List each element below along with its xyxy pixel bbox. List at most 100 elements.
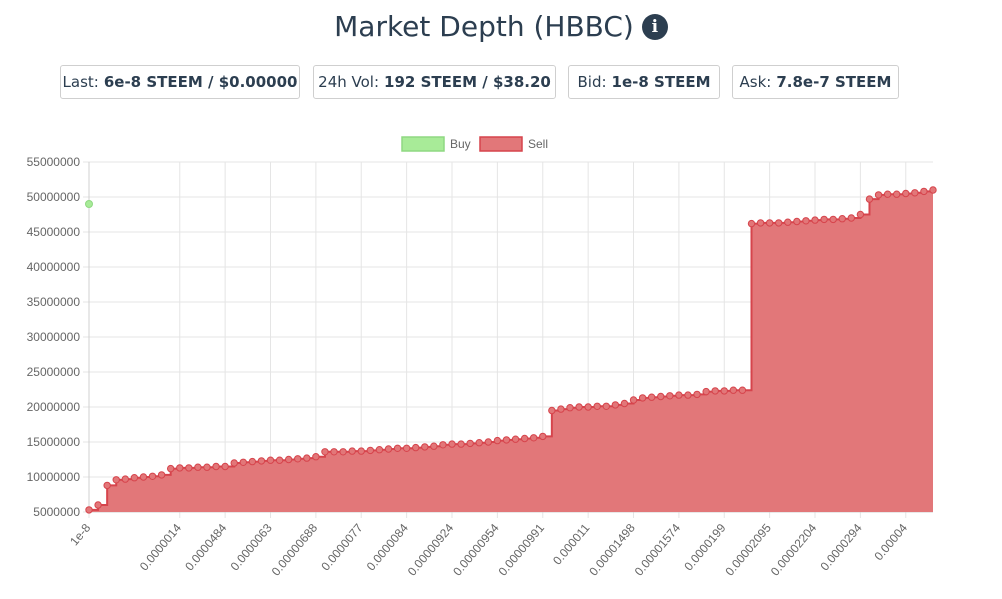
sell-point[interactable] <box>103 481 111 490</box>
sell-point[interactable] <box>638 394 647 402</box>
y-tick-label: 5000000 <box>33 505 80 519</box>
sell-point[interactable] <box>203 463 211 471</box>
sell-point[interactable] <box>275 456 284 464</box>
sell-point[interactable] <box>284 455 293 464</box>
sell-point[interactable] <box>148 472 157 480</box>
sell-point[interactable] <box>157 471 166 479</box>
sell-point[interactable] <box>348 447 356 455</box>
sell-point[interactable] <box>121 475 130 483</box>
sell-point[interactable] <box>448 440 456 448</box>
sell-point[interactable] <box>711 387 719 395</box>
sell-point[interactable] <box>793 217 801 226</box>
sell-point[interactable] <box>520 434 529 443</box>
sell-point[interactable] <box>584 403 592 411</box>
sell-point[interactable] <box>593 402 601 410</box>
sell-point[interactable] <box>248 457 257 466</box>
sell-point[interactable] <box>412 443 420 452</box>
sell-point[interactable] <box>266 456 275 464</box>
sell-point[interactable] <box>865 195 874 203</box>
sell-point[interactable] <box>393 444 402 452</box>
y-tick-label: 45000000 <box>27 225 81 239</box>
sell-point[interactable] <box>920 187 928 196</box>
sell-point[interactable] <box>511 435 520 443</box>
sell-point[interactable] <box>475 439 483 447</box>
sell-point[interactable] <box>185 464 193 472</box>
sell-point[interactable] <box>883 190 892 198</box>
sell-point[interactable] <box>85 506 93 514</box>
sell-point[interactable] <box>911 189 919 197</box>
sell-point[interactable] <box>112 476 120 484</box>
sell-point[interactable] <box>802 217 810 225</box>
sell-point[interactable] <box>784 218 792 226</box>
sell-point[interactable] <box>239 458 247 466</box>
sell-point[interactable] <box>357 447 365 455</box>
sell-point[interactable] <box>657 392 665 401</box>
sell-point[interactable] <box>611 401 620 409</box>
sell-point[interactable] <box>684 391 692 399</box>
info-circle-icon[interactable]: i <box>641 13 668 40</box>
sell-point[interactable] <box>765 219 774 227</box>
sell-point[interactable] <box>892 190 901 198</box>
sell-point[interactable] <box>375 446 384 454</box>
sell-point[interactable] <box>856 210 865 219</box>
sell-point[interactable] <box>130 474 139 482</box>
sell-point[interactable] <box>421 443 429 451</box>
sell-point[interactable] <box>176 464 184 472</box>
sell-point[interactable] <box>929 186 937 194</box>
sell-point[interactable] <box>212 462 220 471</box>
sell-point[interactable] <box>430 442 438 450</box>
buy-point[interactable] <box>85 200 93 208</box>
sell-point[interactable] <box>402 444 411 452</box>
sell-point[interactable] <box>294 455 302 463</box>
sell-point[interactable] <box>738 386 747 394</box>
sell-point[interactable] <box>847 214 856 222</box>
sell-point[interactable] <box>729 386 738 394</box>
sell-point[interactable] <box>339 448 347 456</box>
sell-point[interactable] <box>221 462 229 471</box>
sell-point[interactable] <box>874 191 883 199</box>
sell-point[interactable] <box>566 404 574 412</box>
sell-point[interactable] <box>303 454 311 462</box>
sell-point[interactable] <box>720 387 728 395</box>
sell-point[interactable] <box>94 501 102 509</box>
sell-point[interactable] <box>575 403 583 411</box>
sell-point[interactable] <box>666 392 674 400</box>
sell-point[interactable] <box>384 445 393 453</box>
sell-point[interactable] <box>539 432 547 441</box>
sell-point[interactable] <box>902 189 910 198</box>
sell-point[interactable] <box>629 396 638 404</box>
sell-point[interactable] <box>493 436 502 445</box>
sell-point[interactable] <box>675 391 683 399</box>
sell-point[interactable] <box>702 387 710 396</box>
sell-point[interactable] <box>439 441 447 449</box>
sell-point[interactable] <box>756 219 765 227</box>
sell-point[interactable] <box>602 402 610 410</box>
x-tick-label: 0.0000484 <box>182 521 229 574</box>
sell-point[interactable] <box>820 215 828 224</box>
sell-point[interactable] <box>811 216 819 224</box>
sell-point[interactable] <box>647 393 656 401</box>
sell-point[interactable] <box>457 440 465 448</box>
sell-point[interactable] <box>312 453 320 461</box>
sell-point[interactable] <box>529 434 538 442</box>
sell-point[interactable] <box>620 399 629 408</box>
sell-point[interactable] <box>139 473 148 481</box>
sell-point[interactable] <box>321 448 329 456</box>
sell-point[interactable] <box>366 446 375 455</box>
sell-point[interactable] <box>693 390 701 399</box>
sell-point[interactable] <box>484 438 493 446</box>
sell-point[interactable] <box>466 439 474 448</box>
sell-point[interactable] <box>548 406 556 415</box>
sell-point[interactable] <box>502 436 511 444</box>
sell-point[interactable] <box>775 219 783 227</box>
sell-point[interactable] <box>194 463 202 471</box>
sell-point[interactable] <box>330 448 338 456</box>
sell-point[interactable] <box>557 405 565 413</box>
sell-point[interactable] <box>230 459 238 467</box>
y-tick-label: 15000000 <box>27 435 81 449</box>
sell-point[interactable] <box>747 219 756 228</box>
sell-point[interactable] <box>166 464 175 473</box>
sell-point[interactable] <box>829 215 837 224</box>
sell-point[interactable] <box>257 457 266 465</box>
sell-point[interactable] <box>838 215 846 223</box>
